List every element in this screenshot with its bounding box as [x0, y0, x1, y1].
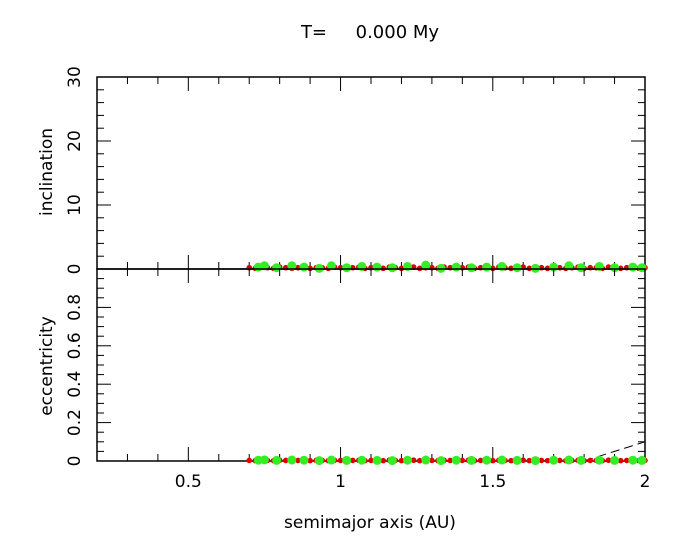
- eccentricity-dashed-curve: [583, 441, 646, 462]
- eccentricity-red-point: [307, 457, 313, 464]
- eccentricity-red-point: [337, 457, 344, 464]
- eccentricity-green-point: [403, 455, 413, 465]
- eccentricity-red-point: [526, 457, 533, 464]
- eccentricity-red-point: [398, 457, 405, 464]
- eccentricity-red-point: [538, 457, 545, 464]
- inclination-green-point: [466, 263, 476, 273]
- eccentricity-axis-title: eccentricity: [37, 316, 57, 416]
- inclination-green-point: [259, 261, 269, 271]
- eccentricity-red-point: [246, 457, 253, 464]
- eccentricity-red-point: [349, 457, 356, 464]
- eccentricity-y-tick-label: 0.2: [65, 409, 85, 436]
- eccentricity-red-point: [508, 457, 514, 464]
- eccentricity-panel: 0 0.2 0.4 0.6 0.8 0.5 1 1.5 2: [65, 268, 651, 492]
- inclination-green-point: [512, 263, 522, 273]
- inclination-green-point: [451, 262, 461, 272]
- eccentricity-green-point: [287, 455, 297, 465]
- eccentricity-green-point: [357, 455, 367, 465]
- inclination-green-point: [326, 261, 336, 271]
- inclination-green-point: [421, 260, 431, 270]
- eccentricity-green-point: [512, 455, 522, 465]
- eccentricity-green-point: [482, 455, 492, 465]
- eccentricity-red-point: [556, 457, 563, 464]
- inclination-green-point: [576, 263, 586, 273]
- eccentricity-green-point: [314, 456, 324, 466]
- inclination-axis-title: inclination: [37, 128, 57, 216]
- inclination-green-point: [372, 262, 382, 272]
- eccentricity-green-point: [628, 455, 638, 465]
- eccentricity-green-point: [259, 455, 269, 465]
- eccentricity-red-point: [477, 457, 484, 464]
- inclination-green-point: [272, 263, 282, 273]
- eccentricity-green-point: [272, 455, 282, 465]
- eccentricity-green-point: [576, 455, 586, 465]
- eccentricity-red-point: [416, 457, 423, 464]
- eccentricity-green-point: [594, 455, 604, 465]
- eccentricity-green-point: [436, 456, 446, 466]
- eccentricity-red-point: [429, 457, 435, 464]
- eccentricity-green-point: [326, 455, 336, 465]
- eccentricity-red-point: [447, 457, 453, 464]
- eccentricity-red-point: [623, 457, 630, 464]
- eccentricity-y-tick-label: 0.8: [65, 294, 85, 321]
- eccentricity-green-point: [299, 455, 309, 465]
- inclination-green-point: [482, 262, 492, 272]
- inclination-green-point: [637, 263, 647, 273]
- eccentricity-y-tick-label: 0: [65, 456, 85, 467]
- eccentricity-green-point: [342, 455, 352, 465]
- eccentricity-red-point: [295, 457, 301, 464]
- eccentricity-green-point: [451, 455, 461, 465]
- eccentricity-green-point: [466, 455, 476, 465]
- inclination-y-tick-label: 10: [65, 194, 85, 216]
- eccentricity-green-point: [610, 455, 620, 465]
- x-tick-label: 1.5: [479, 472, 506, 492]
- inclination-green-point: [628, 262, 638, 272]
- inclination-green-point: [299, 262, 309, 272]
- x-tick-label: 1: [335, 472, 346, 492]
- eccentricity-green-point: [421, 455, 431, 465]
- eccentricity-red-point: [520, 457, 527, 464]
- inclination-green-point: [342, 263, 352, 273]
- eccentricity-red-point: [544, 457, 551, 464]
- eccentricity-red-point: [489, 457, 496, 464]
- eccentricity-red-point: [282, 457, 289, 464]
- eccentricity-red-point: [587, 457, 593, 464]
- inclination-y-tick-label: 30: [65, 66, 85, 88]
- eccentricity-green-point: [387, 456, 397, 466]
- semimajor-axis-title: semimajor axis (AU): [284, 513, 456, 533]
- eccentricity-y-tick-label: 0.6: [65, 332, 85, 359]
- chart-title: T= 0.000 My: [300, 22, 439, 43]
- eccentricity-red-point: [368, 457, 374, 464]
- eccentricity-green-point: [637, 455, 647, 465]
- inclination-green-point: [287, 261, 297, 271]
- eccentricity-green-point: [372, 455, 382, 465]
- eccentricity-green-point: [564, 455, 574, 465]
- eccentricity-green-point: [549, 455, 559, 465]
- inclination-y-tick-label: 20: [65, 130, 85, 152]
- eccentricity-red-point: [617, 457, 624, 464]
- eccentricity-green-point: [497, 455, 507, 465]
- inclination-green-point: [610, 263, 620, 273]
- inclination-green-point: [564, 261, 574, 271]
- eccentricity-y-tick-label: 0.4: [65, 371, 85, 398]
- x-tick-label: 0.5: [175, 472, 202, 492]
- inclination-y-tick-label: 0: [65, 264, 85, 275]
- eccentricity-red-point: [605, 457, 612, 464]
- inclination-green-point: [387, 263, 397, 273]
- eccentricity-green-point: [530, 456, 540, 466]
- eccentricity-red-point: [459, 457, 466, 464]
- eccentricity-red-point: [410, 457, 417, 464]
- x-tick-label: 2: [640, 472, 651, 492]
- eccentricity-red-point: [380, 457, 386, 464]
